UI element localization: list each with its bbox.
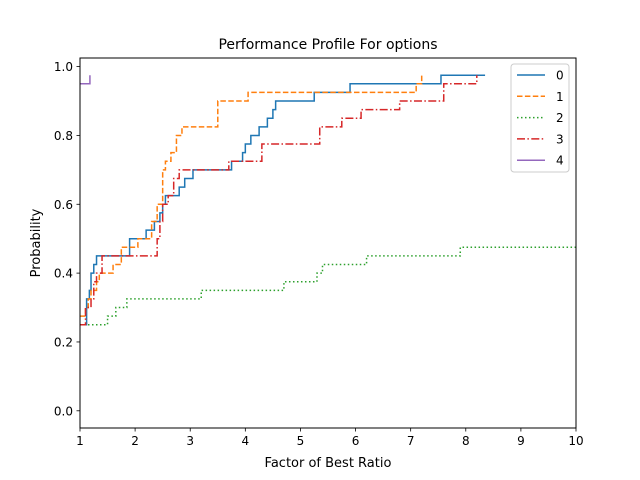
x-axis: 1 2 3 4 5 6 7 8 9 10: [76, 428, 584, 448]
legend-label-3: 3: [556, 132, 564, 146]
legend: 0 1 2 3 4: [510, 63, 570, 173]
y-tick-label: 0.6: [54, 198, 73, 212]
y-axis-label: Probability: [29, 208, 44, 277]
y-axis: 0.0 0.2 0.4 0.6 0.8 1.0: [54, 60, 80, 418]
series-line-1: [80, 75, 423, 317]
y-tick-label: 0.8: [54, 129, 73, 143]
x-tick-label: 5: [297, 434, 305, 448]
x-tick-label: 7: [407, 434, 415, 448]
x-tick-label: 8: [462, 434, 470, 448]
y-tick-label: 1.0: [54, 60, 73, 74]
legend-label-0: 0: [556, 69, 564, 83]
legend-label-4: 4: [556, 154, 564, 168]
legend-label-1: 1: [556, 90, 564, 104]
series-layer: [80, 74, 576, 326]
x-axis-label: Factor of Best Ratio: [265, 456, 392, 471]
x-tick-label: 4: [242, 434, 250, 448]
series-line-4: [80, 75, 91, 85]
x-tick-label: 6: [352, 434, 360, 448]
series-line-2: [80, 246, 576, 326]
x-tick-label: 10: [568, 434, 583, 448]
chart-title: Performance Profile For options: [218, 37, 437, 53]
legend-frame: [510, 63, 570, 173]
y-tick-label: 0.0: [54, 404, 73, 418]
x-tick-label: 1: [76, 434, 84, 448]
series-line-3: [80, 75, 478, 326]
plot-area: 1 2 3 4 5 6 7 8 9 10 0.00.20.40.60.81.0: [54, 57, 584, 448]
x-tick-label: 2: [131, 434, 139, 448]
y-tick-label: 0.4: [54, 267, 73, 281]
legend-entries: 0 1 2 3 4: [517, 69, 564, 168]
series-line-0: [80, 74, 486, 326]
x-tick-label: 9: [517, 434, 525, 448]
legend-label-2: 2: [556, 111, 564, 125]
x-tick-label: 3: [186, 434, 194, 448]
plot-frame: [79, 57, 577, 429]
y-tick-label: 0.2: [54, 335, 73, 349]
